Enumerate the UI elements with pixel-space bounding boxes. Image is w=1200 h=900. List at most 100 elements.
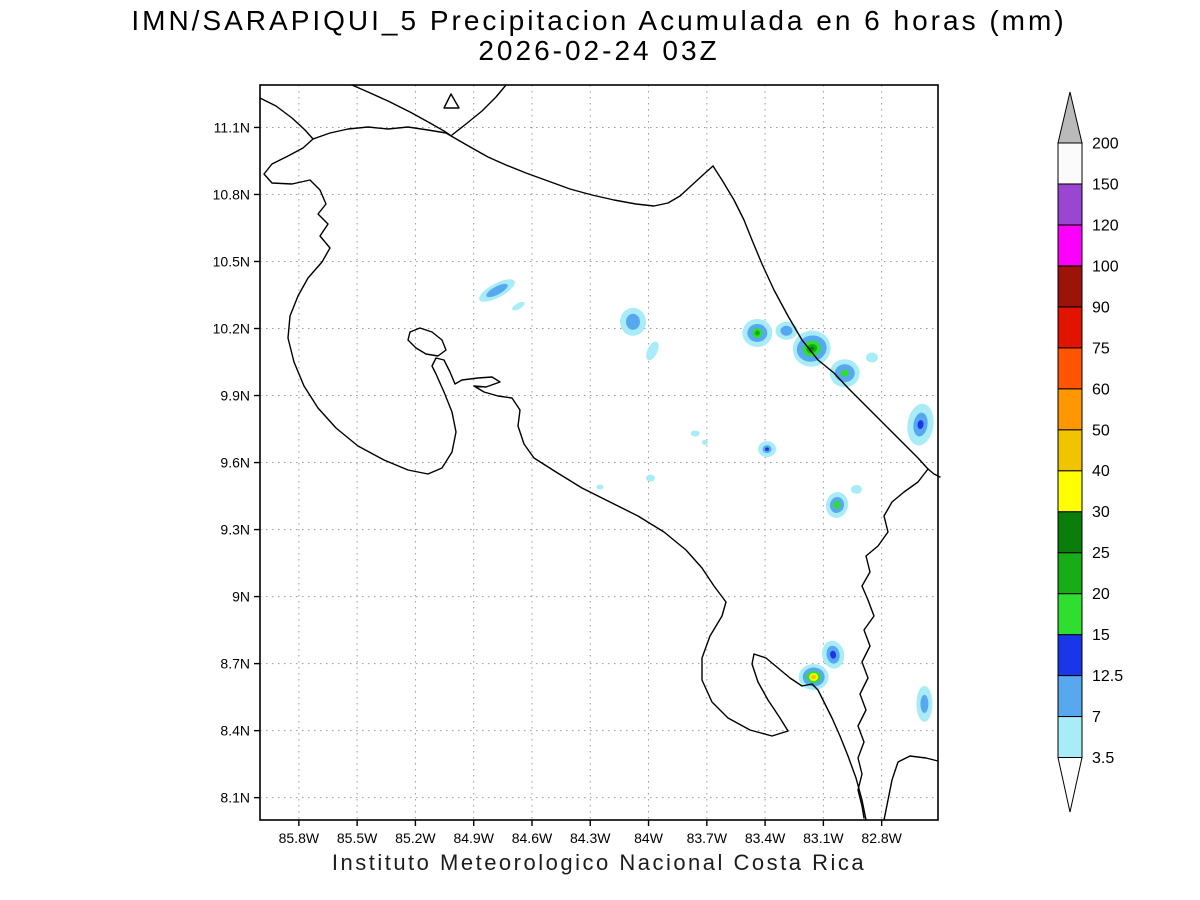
colorbar-segment [1057, 470, 1083, 513]
lon-tick-label: 83.1W [803, 830, 844, 846]
figure-subtitle: 2026-02-24 03Z [478, 35, 719, 66]
map-frame [259, 84, 939, 821]
precip-contour-ring [830, 650, 837, 659]
precip-contour-ring [646, 341, 659, 361]
colorbar-label: 40 [1092, 463, 1110, 480]
lake-island-outline [443, 93, 460, 109]
colorbar-segment [1057, 183, 1083, 226]
precip-cell [512, 301, 525, 311]
precip-cell [798, 664, 829, 691]
colorbar-segment [1057, 306, 1083, 349]
colorbar-segment [1057, 511, 1083, 554]
colorbar-segment [1057, 347, 1083, 390]
precip-contour-ring [645, 474, 655, 482]
colorbar-segment [1057, 224, 1083, 267]
colorbar-label: 7 [1092, 709, 1101, 726]
lon-tick-label: 85.8W [279, 830, 320, 846]
figure-caption: Instituto Meteorologico Nacional Costa R… [332, 850, 866, 875]
lat-tick-label: 9.3N [220, 522, 250, 538]
precip-contour-ring [833, 501, 841, 509]
precip-cell [758, 441, 777, 458]
lake-nicaragua-shoreline-west [351, 84, 451, 136]
precip-cell [690, 430, 700, 437]
colorbar-label: 90 [1092, 299, 1110, 316]
lon-tick-label: 84W [634, 830, 664, 846]
precip-contour-ring [625, 313, 640, 330]
colorbar-segment [1057, 429, 1083, 472]
colorbar-segment [1057, 388, 1083, 431]
lat-tick-label: 9.9N [220, 388, 250, 404]
precip-cell [596, 484, 604, 490]
precip-cell [645, 474, 655, 482]
lat-tick-label: 9.6N [220, 455, 250, 471]
colorbar-arrow-down-icon [1057, 757, 1083, 813]
colorbar-segment [1057, 142, 1083, 185]
lat-tick-label: 8.7N [220, 656, 250, 672]
precip-contour-ring [920, 694, 929, 713]
lake-nicaragua-shoreline-east [451, 84, 507, 136]
colorbar-segment [1057, 593, 1083, 636]
precip-cell [825, 492, 849, 518]
colorbar-label: 75 [1092, 340, 1110, 357]
precip-cell [821, 640, 845, 669]
nicaragua-border-line [312, 126, 714, 207]
precip-contour-ring [850, 484, 862, 494]
colorbar-segment [1057, 265, 1083, 308]
grid-lines [260, 85, 938, 820]
precip-cell [916, 685, 933, 722]
precip-cell [850, 484, 862, 494]
tempisque-estuary-outline [407, 327, 447, 357]
lon-tick-label: 84.6W [512, 830, 553, 846]
lon-tick-label: 83.4W [745, 830, 786, 846]
caribbean-coastline [712, 165, 941, 478]
axis-labels: 85.8W 85.5W 85.2W 84.9W 84.6W 84.3W 84W 83.7W 83… [213, 119, 903, 846]
precip-contour-ring [917, 420, 924, 430]
colorbar-label: 120 [1092, 217, 1119, 234]
precip-contour-ring [512, 301, 525, 311]
lon-tick-label: 85.5W [337, 830, 378, 846]
precip-contour-ring [765, 447, 770, 451]
lat-tick-label: 10.8N [213, 186, 250, 202]
colorbar-segment [1057, 634, 1083, 677]
precip-cell [742, 318, 773, 347]
colorbar-label: 30 [1092, 504, 1110, 521]
colorbar-arrow-up-icon [1057, 91, 1083, 144]
precip-cell [829, 359, 860, 388]
precip-contour-ring [596, 484, 604, 490]
lon-tick-label: 85.2W [395, 830, 436, 846]
colorbar-label: 12.5 [1092, 668, 1123, 685]
colorbar-segment [1057, 716, 1083, 758]
precip-contour-ring [865, 352, 878, 363]
pacific-coastline [259, 97, 867, 821]
precip-cell [646, 341, 659, 361]
colorbar-segment [1057, 552, 1083, 595]
colorbar-label: 100 [1092, 258, 1119, 275]
precip-contour-ring [701, 439, 708, 445]
precip-cell [865, 352, 878, 363]
colorbar-segment [1057, 675, 1083, 718]
precip-contour-ring [840, 369, 849, 377]
lat-tick-label: 10.5N [213, 253, 250, 269]
lon-tick-label: 84.3W [570, 830, 611, 846]
precip-cell [775, 321, 798, 340]
precip-contour-ring [811, 675, 817, 680]
colorbar-label: 200 [1092, 136, 1119, 153]
colorbar-label: 25 [1092, 545, 1110, 562]
precip-contour-ring [754, 330, 760, 336]
colorbar-label: 150 [1092, 176, 1119, 193]
precip-contour-ring [690, 430, 700, 437]
precip-cell [619, 307, 646, 336]
precipitation-shading [479, 279, 934, 722]
colorbar-label: 15 [1092, 627, 1110, 644]
precip-contour-ring [780, 325, 793, 336]
lat-tick-label: 8.1N [220, 790, 250, 806]
panama-border-line [857, 468, 929, 819]
colorbar-label: 3.5 [1092, 750, 1114, 767]
precip-cell [907, 403, 934, 446]
colorbar-label: 50 [1092, 422, 1110, 439]
precip-contour-ring [486, 283, 508, 298]
lat-tick-label: 8.4N [220, 723, 250, 739]
lat-tick-label: 11.1N [214, 119, 250, 135]
lon-tick-label: 84.9W [453, 830, 494, 846]
